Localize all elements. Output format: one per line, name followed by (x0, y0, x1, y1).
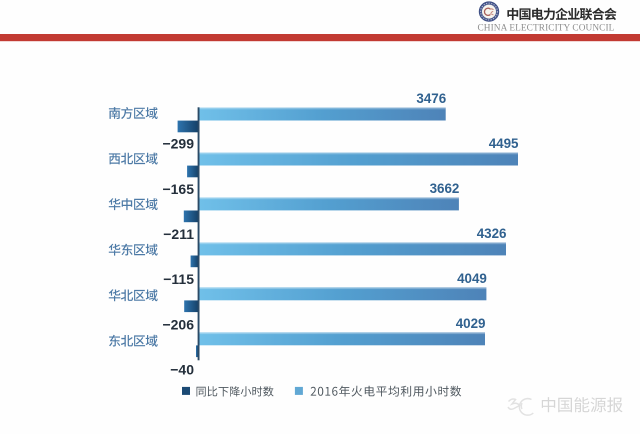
svg-text:−211: −211 (163, 226, 194, 242)
svg-text:−165: −165 (162, 181, 194, 197)
svg-text:3476: 3476 (416, 91, 446, 106)
svg-text:−299: −299 (162, 136, 194, 152)
svg-text:−206: −206 (162, 316, 194, 332)
svg-text:3662: 3662 (430, 181, 460, 196)
svg-text:4326: 4326 (477, 226, 507, 241)
svg-text:CHINA ELECTRICITY COUNCIL: CHINA ELECTRICITY COUNCIL (478, 23, 615, 33)
svg-text:4029: 4029 (456, 316, 486, 331)
svg-text:4495: 4495 (489, 136, 519, 151)
svg-text:4049: 4049 (457, 271, 487, 286)
svg-text:−40: −40 (170, 362, 194, 378)
svg-text:−115: −115 (163, 271, 194, 287)
